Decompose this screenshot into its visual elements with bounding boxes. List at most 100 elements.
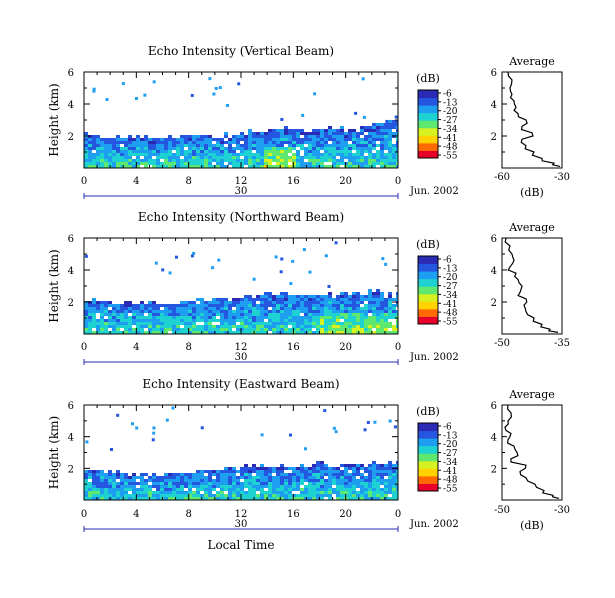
- heat-cell: [344, 470, 348, 473]
- x-tick-label: 0: [81, 342, 87, 353]
- heat-cell: [108, 319, 112, 322]
- heat-cell: [172, 331, 176, 334]
- heat-cell: [348, 307, 352, 310]
- heat-cell: [316, 325, 320, 328]
- heat-cell: [124, 476, 128, 479]
- heat-cell: [252, 325, 256, 328]
- heat-cell: [244, 298, 248, 301]
- heat-cell: [120, 322, 124, 325]
- average-y-tick-label: 2: [491, 298, 497, 309]
- heat-cell: [252, 144, 256, 147]
- heat-cell: [292, 497, 296, 500]
- heat-cell: [124, 485, 128, 488]
- heat-cell: [260, 485, 264, 488]
- heat-cell: [340, 298, 344, 301]
- heat-cell: [228, 331, 232, 334]
- heat-cell: [216, 150, 220, 153]
- heat-cell: [368, 147, 372, 150]
- heat-cell: [164, 307, 168, 310]
- heat-cell: [316, 144, 320, 147]
- heat-cell: [120, 150, 124, 153]
- heat-cell: [132, 313, 136, 316]
- heat-cell: [128, 328, 132, 331]
- heat-cell: [280, 153, 284, 156]
- heat-cell: [152, 150, 156, 153]
- heat-cell: [224, 328, 228, 331]
- heat-cell: [352, 153, 356, 156]
- heat-cell: [388, 147, 392, 150]
- heat-cell: [272, 328, 276, 331]
- heat-cell: [300, 165, 304, 168]
- month-label: Jun. 2002: [409, 186, 459, 197]
- heat-cell: [236, 319, 240, 322]
- heat-cell: [296, 307, 300, 310]
- heat-cell: [308, 295, 312, 298]
- heat-cell: [324, 156, 328, 159]
- heat-cell: [232, 316, 236, 319]
- heat-cell: [204, 331, 208, 334]
- heat-cell: [388, 129, 392, 132]
- heat-cell: [144, 162, 148, 165]
- heat-cell: [304, 135, 308, 138]
- heat-cell: [364, 470, 368, 473]
- heat-cell: [264, 156, 268, 159]
- heat-cell: [248, 301, 252, 304]
- heat-cell: [356, 304, 360, 307]
- heat-cell: [264, 141, 268, 144]
- heat-cell: [384, 491, 388, 494]
- heat-cell: [364, 135, 368, 138]
- heat-cell: [144, 307, 148, 310]
- heat-cell: [336, 165, 340, 168]
- heat-cell: [348, 304, 352, 307]
- heat-cell: [208, 319, 212, 322]
- heat-cell: [352, 129, 356, 132]
- heat-cell: [328, 331, 332, 334]
- heat-cell: [336, 129, 340, 132]
- heat-cell: [148, 307, 152, 310]
- heat-cell: [232, 150, 236, 153]
- heat-cell: [220, 322, 224, 325]
- heat-cell: [272, 298, 276, 301]
- heat-cell: [212, 144, 216, 147]
- heat-cell: [316, 491, 320, 494]
- heat-cell: [116, 325, 120, 328]
- heat-cell: [348, 464, 352, 467]
- heat-cell: [312, 467, 316, 470]
- heat-cell: [284, 497, 288, 500]
- heat-cell: [176, 485, 180, 488]
- heat-cell: [280, 470, 284, 473]
- heat-cell: [140, 304, 144, 307]
- heat-cell: [296, 497, 300, 500]
- heat-cell: [224, 470, 228, 473]
- heat-cell: [96, 153, 100, 156]
- heat-cell: [112, 313, 116, 316]
- heat-cell: [204, 159, 208, 162]
- heat-cell: [352, 135, 356, 138]
- heat-cell: [184, 138, 188, 141]
- heat-cell: [108, 313, 112, 316]
- heat-cell: [88, 304, 92, 307]
- heat-cell: [268, 497, 272, 500]
- heat-cell: [260, 159, 264, 162]
- heat-cell: [232, 488, 236, 491]
- heat-cell: [152, 304, 156, 307]
- heat-cell: [248, 165, 252, 168]
- heat-cell: [164, 479, 168, 482]
- heat-cell: [356, 153, 360, 156]
- heat-cell: [214, 87, 218, 91]
- heat-cell: [356, 298, 360, 301]
- heat-cell: [196, 135, 200, 138]
- heat-cell: [376, 485, 380, 488]
- heat-cell: [328, 488, 332, 491]
- heat-cell: [112, 476, 116, 479]
- heat-cell: [288, 494, 292, 497]
- heat-cell: [92, 485, 96, 488]
- heat-cell: [316, 470, 320, 473]
- heat-cell: [148, 159, 152, 162]
- heat-cell: [228, 488, 232, 491]
- heat-cell: [208, 307, 212, 310]
- heat-cell: [156, 485, 160, 488]
- heat-cell: [352, 132, 356, 135]
- heat-cell: [232, 476, 236, 479]
- colorbar-swatch: [418, 430, 438, 439]
